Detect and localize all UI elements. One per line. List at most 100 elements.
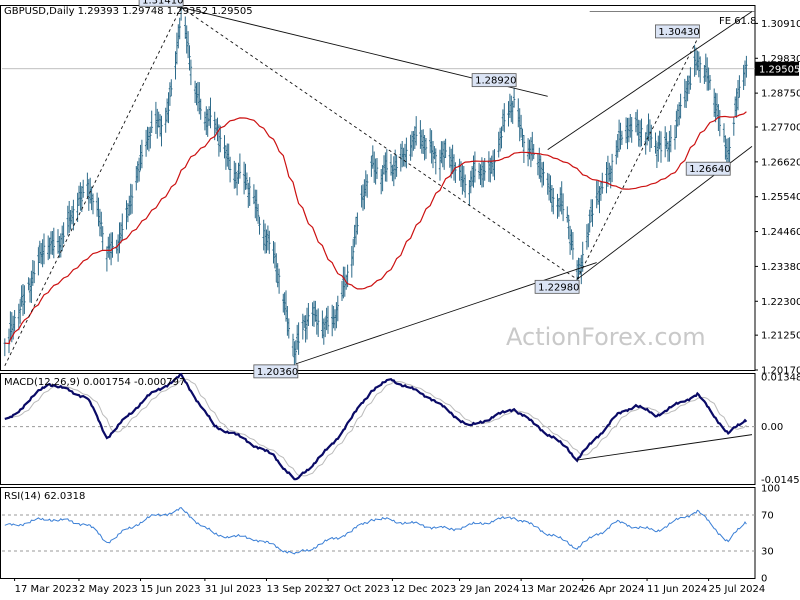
ohlc-bar [395, 154, 398, 177]
rsi-tick-label: 30 [761, 547, 774, 558]
ohlc-bar [718, 110, 721, 137]
ohlc-bar [356, 212, 359, 235]
macd-header: MACD(12,26,9) 0.001754 -0.000797 [4, 377, 185, 388]
ohlc-bar [160, 115, 163, 147]
ohlc-bar [444, 138, 447, 158]
level-label-box [534, 279, 580, 294]
level-label-box [655, 24, 700, 39]
date-tick-label: 12 Dec 2023 [392, 584, 456, 595]
price-tick-label: 1.21250 [761, 331, 800, 342]
dashed-trend-recent [576, 38, 698, 280]
fe-label: FE 61.8 [719, 16, 757, 27]
ohlc-bar [258, 216, 261, 235]
level-label: 1.26640 [689, 164, 730, 175]
macd-trend-line [577, 434, 753, 461]
price-tick-label: 1.27700 [761, 123, 800, 134]
ohlc-bars [3, 0, 748, 370]
ohlc-bar [620, 130, 624, 145]
watermark: ActionForex.com [506, 323, 706, 351]
date-tick-label: 15 Jun 2023 [141, 584, 201, 595]
ohlc-bar [552, 188, 555, 215]
ohlc-bar [336, 295, 339, 322]
ohlc-bar [567, 215, 570, 240]
macd-tick-label: -0.014554 [761, 475, 800, 486]
ohlc-bar [542, 161, 545, 186]
price-tick-label: 1.23380 [761, 262, 800, 273]
ohlc-bar [294, 340, 297, 364]
price-tick-label: 1.30910 [761, 19, 800, 30]
ohlc-bar [219, 125, 222, 153]
ohlc-bar [689, 67, 692, 90]
ohlc-bar [130, 184, 134, 214]
price-tick-label: 1.20170 [761, 366, 800, 377]
level-label-box [253, 364, 299, 379]
ohlc-bar [268, 230, 271, 254]
ohlc-bar [317, 308, 320, 337]
ohlc-bar [415, 116, 418, 146]
ohlc-bar [424, 138, 428, 159]
support-line [295, 262, 597, 365]
price-tick-label: 1.22300 [761, 297, 800, 308]
ohlc-bar [640, 118, 643, 147]
ohlc-bar [209, 97, 212, 129]
ohlc-bar [189, 59, 193, 86]
ohlc-bar [503, 103, 506, 133]
ohlc-bar [256, 203, 260, 224]
ohlc-bar [587, 223, 590, 248]
date-tick-label: 26 Apr 2024 [583, 584, 645, 595]
ohlc-bar [385, 149, 388, 182]
ohlc-bar [91, 193, 95, 215]
ohlc-bar [287, 318, 290, 339]
ohlc-bar [601, 172, 604, 194]
ohlc-bar [245, 172, 249, 190]
ohlc-bar [728, 137, 731, 165]
level-label-box [685, 161, 731, 176]
ohlc-bar [121, 213, 124, 241]
ohlc-bar [13, 310, 16, 332]
ohlc-bar [571, 232, 575, 260]
ohlc-bar [366, 174, 369, 198]
ohlc-bar [630, 117, 633, 143]
current-price-label: 1.29505 [759, 64, 800, 75]
ohlc-bar [170, 79, 173, 97]
ohlc-bar [228, 156, 232, 183]
ohlc-bar [375, 158, 379, 179]
ohlc-bar [62, 222, 65, 244]
ohlc-bar [80, 186, 83, 212]
ohlc-bar [405, 137, 408, 169]
ohlc-bar [297, 322, 300, 355]
ohlc-bar [500, 126, 503, 149]
ohlc-bar [52, 227, 55, 259]
rsi-tick-label: 70 [761, 511, 774, 522]
date-tick-label: 25 Jul 2024 [709, 584, 766, 595]
ohlc-bar [699, 56, 702, 83]
ohlc-bar [188, 45, 191, 71]
ohlc-bar [532, 144, 535, 160]
ohlc-bar [19, 299, 22, 324]
ohlc-bar [581, 241, 584, 272]
ohlc-bar [732, 117, 735, 136]
macd-line [4, 372, 748, 481]
rsi-line [4, 507, 747, 555]
ohlc-bar [167, 92, 170, 124]
ohlc-bar [137, 157, 141, 182]
ohlc-bar [679, 93, 682, 119]
ohlc-bar [326, 305, 330, 334]
price-tick-label: 1.28750 [761, 89, 800, 100]
ohlc-bar [561, 193, 565, 222]
dashed-trend-up [4, 7, 182, 367]
rsi-header: RSI(14) 62.0318 [4, 491, 85, 502]
ohlc-bar [352, 238, 355, 266]
ohlc-bar [101, 226, 104, 251]
ohlc-bar [591, 199, 594, 227]
ohlc-bar [659, 131, 663, 163]
channel-upper-line [547, 11, 753, 150]
ohlc-bar [23, 285, 26, 315]
ohlc-bar [745, 55, 748, 78]
ohlc-bar [493, 149, 496, 181]
date-tick-label: 13 Mar 2024 [521, 584, 584, 595]
ohlc-bar [610, 153, 614, 183]
ohlc-bar [100, 211, 103, 237]
price-tick-label: 1.26620 [761, 157, 800, 168]
